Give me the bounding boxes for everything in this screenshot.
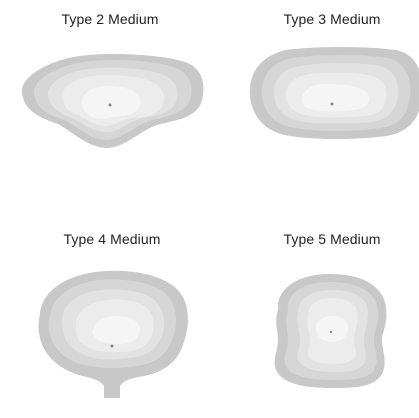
distribution-ring-inner: [302, 84, 370, 112]
light-distribution-type-3: [249, 47, 419, 139]
center-point: [330, 102, 334, 106]
light-distribution-type-5: [274, 274, 387, 388]
panel-title: Type 5 Medium: [283, 231, 381, 247]
light-distribution-type-2: [21, 54, 204, 148]
panel-type-5-medium: Type 5 Medium: [232, 228, 419, 418]
center-point: [108, 103, 112, 107]
panel-title: Type 2 Medium: [61, 11, 159, 27]
distribution-ring-inner: [92, 316, 140, 344]
panel-title: Type 4 Medium: [63, 231, 161, 247]
panel-type-2-medium: Type 2 Medium: [10, 8, 210, 198]
panel-type-4-medium: Type 4 Medium: [12, 228, 212, 418]
panel-title: Type 3 Medium: [283, 11, 381, 27]
distribution-ring-inner: [316, 316, 348, 342]
distribution-ring-inner: [82, 86, 141, 119]
center-point: [329, 330, 333, 334]
light-distribution-type-4: [38, 270, 188, 398]
panel-type-3-medium: Type 3 Medium: [232, 8, 419, 198]
center-point: [110, 344, 114, 348]
